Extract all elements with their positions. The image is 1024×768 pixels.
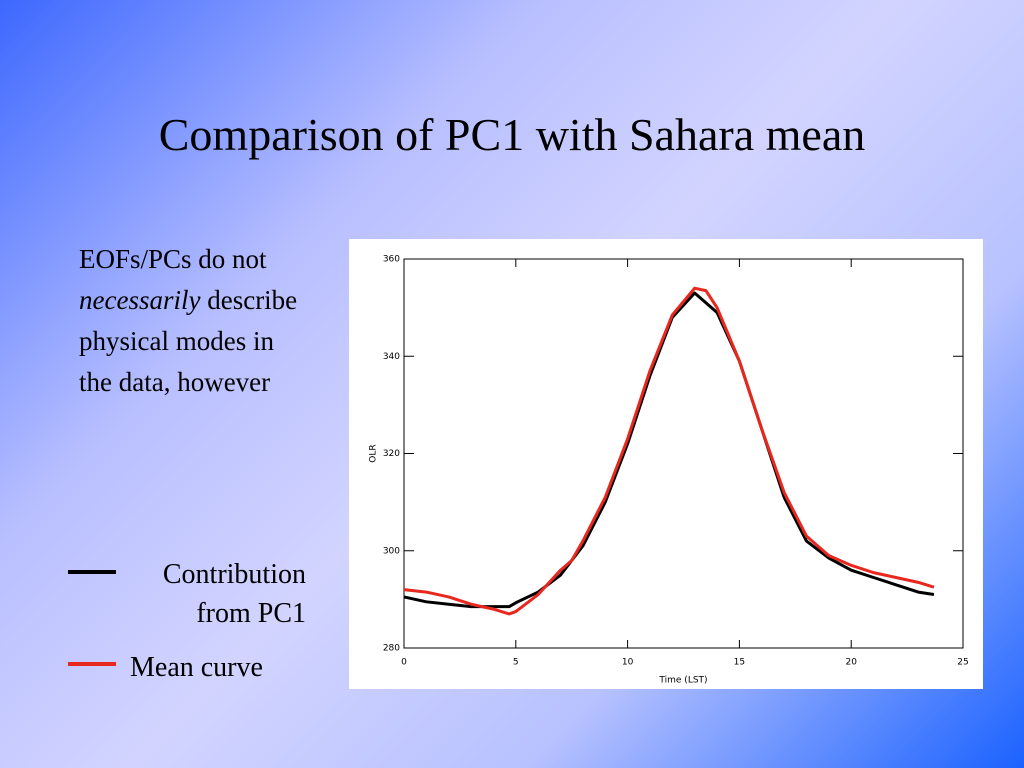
x-axis-label: Time (LST) [658, 676, 707, 686]
data-line [403, 291, 935, 609]
y-tick-label: 320 [383, 449, 400, 459]
data-line [403, 286, 935, 616]
x-tick-label: 5 [513, 658, 519, 668]
x-tick-label: 0 [401, 658, 407, 668]
y-tick-label: 300 [383, 546, 400, 556]
plot-frame [403, 258, 964, 649]
chart: 0 5 10 15 20 25 280 300 320 340 360 Time (LST) OLR [349, 239, 983, 689]
legend-label: Mean curve [130, 652, 263, 683]
y-tick-label: 340 [383, 352, 400, 362]
y-tick-label: 360 [383, 255, 400, 265]
x-tick-label: 10 [622, 658, 634, 668]
x-tick-label: 15 [734, 658, 745, 668]
y-tick-label: 280 [383, 644, 400, 654]
body-text-part: EOFs/PCs do not [79, 244, 267, 274]
slide-title: Comparison of PC1 with Sahara mean [158, 109, 866, 160]
y-axis-label: OLR [369, 444, 379, 462]
legend-label: Contribution from PC1 [162, 559, 306, 629]
legend-swatch [68, 662, 116, 666]
body-text-emphasis: necessarily [79, 285, 201, 315]
x-tick-label: 25 [957, 658, 968, 668]
legend-swatch [68, 570, 116, 574]
body-text: EOFs/PCs do not necessarily describe phy… [79, 239, 304, 403]
body-text-part: describe physical modes in the data, how… [79, 285, 298, 397]
x-tick-label: 20 [845, 658, 857, 668]
